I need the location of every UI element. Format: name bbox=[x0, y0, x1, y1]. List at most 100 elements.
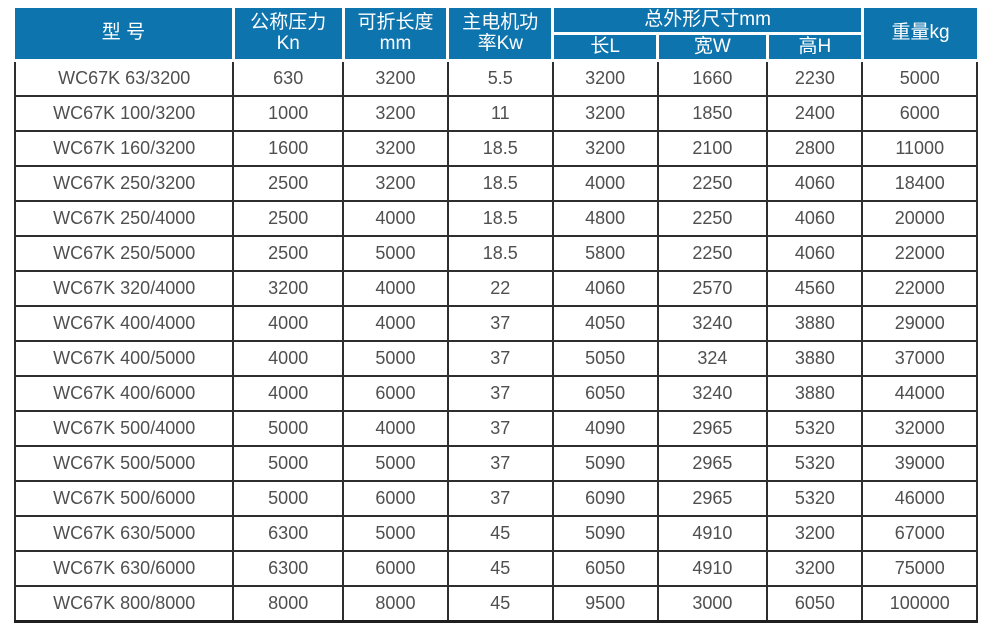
value-cell: 2500 bbox=[232, 234, 345, 272]
value-cell: 3880 bbox=[766, 304, 864, 342]
value-cell: 4000 bbox=[551, 164, 659, 202]
value-cell: 2400 bbox=[766, 94, 864, 132]
table-row: WC67K 400/6000 4000 6000 37 6050 3240 3880 4400… bbox=[13, 374, 978, 412]
value-cell: 18400 bbox=[861, 164, 978, 202]
header-fold-length-line1: 可折长度 bbox=[357, 11, 434, 33]
model-cell: WC67K 400/6000 bbox=[13, 374, 235, 412]
header-fold-length-line2: mm bbox=[379, 33, 412, 55]
value-cell: 8000 bbox=[342, 584, 449, 623]
value-cell: 4000 bbox=[342, 409, 449, 447]
model-cell: WC67K 63/3200 bbox=[13, 60, 235, 97]
table-header: 型 号 公称压力 Kn 可折长度 mm 主电机功 率Kw 总外形尺寸mm 重量k… bbox=[15, 8, 977, 62]
value-cell: 5000 bbox=[342, 444, 449, 482]
value-cell: 1000 bbox=[232, 94, 345, 132]
value-cell: 6050 bbox=[551, 374, 659, 412]
header-overall-dimensions: 总外形尺寸mm bbox=[551, 8, 864, 35]
header-nominal-pressure-line1: 公称压力 bbox=[250, 11, 327, 33]
value-cell: 4910 bbox=[656, 549, 769, 587]
value-cell: 5000 bbox=[232, 409, 345, 447]
value-cell: 22000 bbox=[861, 269, 978, 307]
header-nominal-pressure-line2: Kn bbox=[276, 33, 300, 55]
value-cell: 37 bbox=[446, 374, 554, 412]
value-cell: 37 bbox=[446, 339, 554, 377]
value-cell: 5320 bbox=[766, 409, 864, 447]
value-cell: 18.5 bbox=[446, 199, 554, 237]
value-cell: 5320 bbox=[766, 479, 864, 517]
value-cell: 2100 bbox=[656, 129, 769, 167]
value-cell: 3240 bbox=[656, 374, 769, 412]
value-cell: 45 bbox=[446, 549, 554, 587]
value-cell: 2965 bbox=[656, 409, 769, 447]
table-row: WC67K 250/3200 2500 3200 18.5 4000 2250 4060 18… bbox=[13, 164, 978, 202]
value-cell: 4000 bbox=[342, 199, 449, 237]
value-cell: 37 bbox=[446, 409, 554, 447]
value-cell: 3200 bbox=[342, 129, 449, 167]
value-cell: 45 bbox=[446, 514, 554, 552]
value-cell: 3200 bbox=[766, 549, 864, 587]
model-cell: WC67K 500/5000 bbox=[13, 444, 235, 482]
model-cell: WC67K 630/5000 bbox=[13, 514, 235, 552]
table-row: WC67K 320/4000 3200 4000 22 4060 2570 4560 2200… bbox=[13, 269, 978, 307]
value-cell: 6300 bbox=[232, 549, 345, 587]
value-cell: 3880 bbox=[766, 339, 864, 377]
table-row: WC67K 63/3200 630 3200 5.5 3200 1660 2230 5000 bbox=[13, 60, 978, 97]
value-cell: 3200 bbox=[551, 94, 659, 132]
value-cell: 1600 bbox=[232, 129, 345, 167]
table-row: WC67K 250/4000 2500 4000 18.5 4800 2250 4060 20… bbox=[13, 199, 978, 237]
value-cell: 5.5 bbox=[446, 60, 554, 97]
value-cell: 4000 bbox=[232, 374, 345, 412]
table-row: WC67K 400/4000 4000 4000 37 4050 3240 3880 2900… bbox=[13, 304, 978, 342]
value-cell: 11 bbox=[446, 94, 554, 132]
spec-table: 型 号 公称压力 Kn 可折长度 mm 主电机功 率Kw 总外形尺寸mm 重量k… bbox=[13, 8, 978, 623]
value-cell: 2965 bbox=[656, 479, 769, 517]
value-cell: 3000 bbox=[656, 584, 769, 623]
value-cell: 2250 bbox=[656, 199, 769, 237]
model-cell: WC67K 630/6000 bbox=[13, 549, 235, 587]
value-cell: 4800 bbox=[551, 199, 659, 237]
value-cell: 4000 bbox=[342, 269, 449, 307]
value-cell: 5320 bbox=[766, 444, 864, 482]
value-cell: 5000 bbox=[342, 514, 449, 552]
table-row: WC67K 800/8000 8000 8000 45 9500 3000 6050 1000… bbox=[13, 584, 978, 623]
value-cell: 39000 bbox=[861, 444, 978, 482]
value-cell: 5000 bbox=[342, 339, 449, 377]
value-cell: 5000 bbox=[861, 60, 978, 97]
table-row: WC67K 500/4000 5000 4000 37 4090 2965 5320 3200… bbox=[13, 409, 978, 447]
value-cell: 45 bbox=[446, 584, 554, 623]
value-cell: 4090 bbox=[551, 409, 659, 447]
value-cell: 5800 bbox=[551, 234, 659, 272]
value-cell: 3200 bbox=[342, 60, 449, 97]
value-cell: 37 bbox=[446, 479, 554, 517]
model-cell: WC67K 320/4000 bbox=[13, 269, 235, 307]
value-cell: 20000 bbox=[861, 199, 978, 237]
value-cell: 5050 bbox=[551, 339, 659, 377]
value-cell: 46000 bbox=[861, 479, 978, 517]
table-row: WC67K 630/5000 6300 5000 45 5090 4910 3200 6700… bbox=[13, 514, 978, 552]
value-cell: 18.5 bbox=[446, 234, 554, 272]
model-cell: WC67K 400/5000 bbox=[13, 339, 235, 377]
value-cell: 6000 bbox=[342, 479, 449, 517]
value-cell: 4060 bbox=[551, 269, 659, 307]
table-row: WC67K 630/6000 6300 6000 45 6050 4910 3200 7500… bbox=[13, 549, 978, 587]
value-cell: 3200 bbox=[766, 514, 864, 552]
value-cell: 3200 bbox=[551, 129, 659, 167]
value-cell: 2570 bbox=[656, 269, 769, 307]
value-cell: 3200 bbox=[232, 269, 345, 307]
value-cell: 5000 bbox=[342, 234, 449, 272]
table-row: WC67K 400/5000 4000 5000 37 5050 324 3880 37000 bbox=[13, 339, 978, 377]
value-cell: 22000 bbox=[861, 234, 978, 272]
value-cell: 2230 bbox=[766, 60, 864, 97]
value-cell: 67000 bbox=[861, 514, 978, 552]
value-cell: 37 bbox=[446, 444, 554, 482]
value-cell: 11000 bbox=[861, 129, 978, 167]
value-cell: 6050 bbox=[551, 549, 659, 587]
value-cell: 2500 bbox=[232, 164, 345, 202]
model-cell: WC67K 800/8000 bbox=[13, 584, 235, 623]
value-cell: 5000 bbox=[232, 479, 345, 517]
value-cell: 4050 bbox=[551, 304, 659, 342]
value-cell: 4560 bbox=[766, 269, 864, 307]
value-cell: 37000 bbox=[861, 339, 978, 377]
header-motor-power: 主电机功 率Kw bbox=[446, 8, 555, 62]
value-cell: 18.5 bbox=[446, 164, 554, 202]
spec-table-container: 型 号 公称压力 Kn 可折长度 mm 主电机功 率Kw 总外形尺寸mm 重量k… bbox=[13, 8, 978, 623]
